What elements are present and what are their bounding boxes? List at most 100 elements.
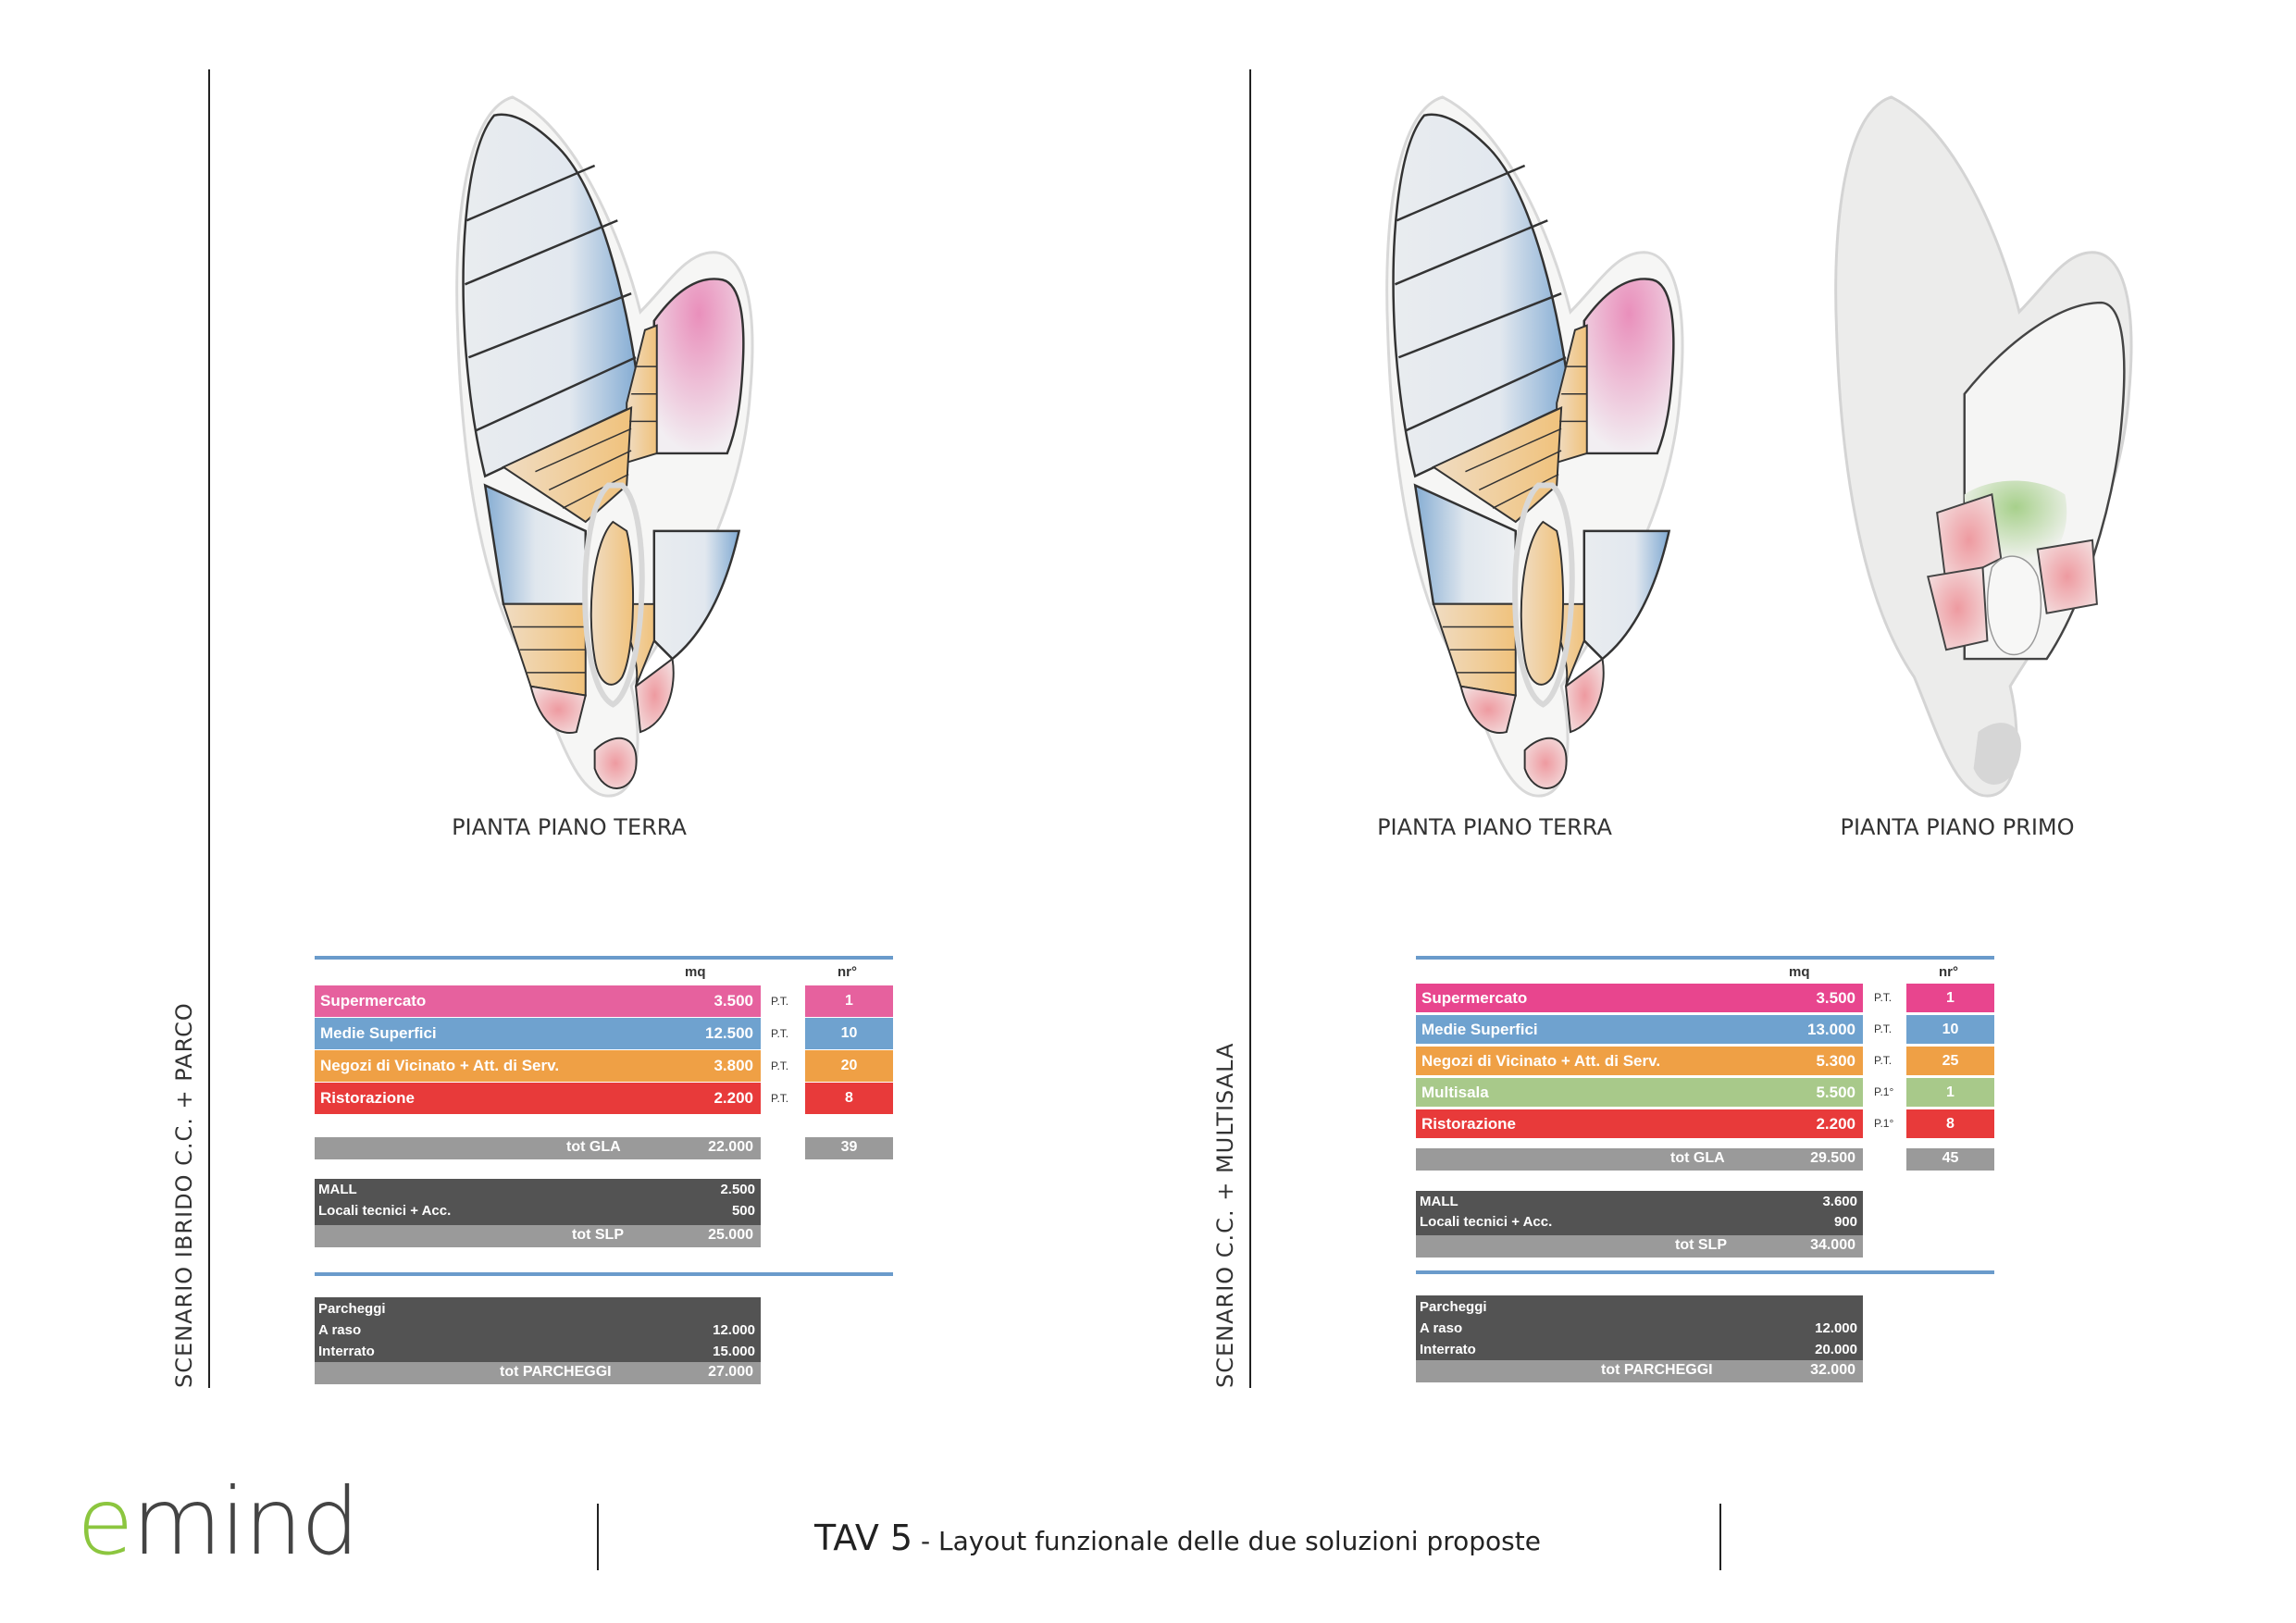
row-level: P.T. [771,1059,789,1072]
plan-ground-floor-scenario-1 [435,93,773,805]
row-nr: 25 [1906,1047,1994,1075]
caption-ground-floor-s2: PIANTA PIANO TERRA [1377,814,1612,840]
tot-parking-bar-s1: tot PARCHEGGI 27.000 [315,1362,761,1384]
tot-gla-label: tot GLA [1670,1150,1725,1166]
parking-line-label: A raso [1420,1320,1463,1336]
parking-line-label: Interrato [318,1344,375,1359]
parking-line-value: 12.000 [713,1322,755,1338]
tot-parking-bar-s2: tot PARCHEGGI 32.000 [1416,1360,1863,1382]
row-label: Negozi di Vicinato + Att. di Serv. [1421,1051,1661,1070]
row-nr: 1 [1906,984,1994,1012]
slp-line-label: Locali tecnici + Acc. [1420,1214,1553,1230]
parking-box-s2: Parcheggi A raso 12.000 Interrato 20.000 [1416,1295,1863,1360]
row-label: Medie Superfici [1421,1020,1538,1038]
tot-gla-bar-s1: tot GLA 22.000 [315,1137,761,1159]
row-level: P.T. [771,995,789,1008]
caption-first-floor-s2: PIANTA PIANO PRIMO [1840,814,2075,840]
row-supermercato-s1: Supermercato 3.500 [315,985,761,1017]
tot-gla-nr-s1: 39 [805,1137,893,1159]
scenario-1-title: SCENARIO IBRIDO C.C. + PARCO [171,1002,197,1388]
tot-slp-bar-s1: tot SLP 25.000 [315,1225,761,1247]
tot-gla-bar-s2: tot GLA 29.500 [1416,1148,1863,1171]
col-header-mq-s2: mq [1789,964,1810,980]
tot-slp-label: tot SLP [572,1227,624,1243]
col-header-nr-s1: nr° [838,964,857,980]
row-nr: 20 [805,1050,893,1082]
tot-slp-bar-s2: tot SLP 34.000 [1416,1235,1863,1258]
caption-ground-floor-s1: PIANTA PIANO TERRA [452,814,687,840]
logo-mind: mind [131,1468,360,1576]
table-top-rule-s1 [315,956,893,960]
tot-parking-value: 27.000 [708,1364,753,1380]
row-nr: 10 [1906,1015,1994,1044]
row-mq: 12.500 [705,1024,753,1042]
row-label: Medie Superfici [320,1024,437,1042]
tot-parking-value: 32.000 [1810,1362,1855,1378]
row-mq: 5.300 [1816,1051,1855,1070]
footer-title: TAV 5 - Layout funzionale delle due solu… [814,1518,1541,1558]
parking-line-label: Parcheggi [318,1301,386,1317]
parking-line-value: 12.000 [1815,1320,1857,1336]
row-nr: 10 [805,1018,893,1049]
row-ristorazione-s2: Ristorazione 2.200 [1416,1109,1863,1138]
footer-divider-right [1719,1504,1721,1570]
row-label: Negozi di Vicinato + Att. di Serv. [320,1057,560,1074]
row-medie-superfici-s1: Medie Superfici 12.500 [315,1018,761,1049]
row-mq: 13.000 [1807,1020,1855,1038]
slp-line-label: MALL [318,1182,357,1197]
row-level: P.1° [1874,1085,1894,1098]
middle-divider-line [1249,69,1251,1388]
slp-box-s1: MALL 2.500 Locali tecnici + Acc. 500 [315,1179,761,1225]
plan-ground-floor-scenario-2 [1365,93,1703,805]
tot-parking-label: tot PARCHEGGI [500,1364,612,1380]
tot-slp-value: 34.000 [1810,1237,1855,1253]
row-level: P.T. [1874,1054,1893,1067]
col-header-nr-s2: nr° [1939,964,1958,980]
col-header-mq-s1: mq [685,964,706,980]
row-multisala-s2: Multisala 5.500 [1416,1078,1863,1107]
tot-gla-nr-s2: 45 [1906,1148,1994,1171]
row-nr: 8 [1906,1109,1994,1138]
parking-line-value: 15.000 [713,1344,755,1359]
slp-box-s2: MALL 3.600 Locali tecnici + Acc. 900 [1416,1191,1863,1235]
slp-line-value: 500 [731,1203,755,1219]
row-negozi-s2: Negozi di Vicinato + Att. di Serv. 5.300 [1416,1047,1863,1075]
row-label: Ristorazione [320,1089,416,1107]
left-divider-line [208,69,210,1388]
row-level: P.T. [1874,991,1893,1004]
tot-gla-value: 29.500 [1810,1150,1855,1166]
row-nr: 1 [805,985,893,1017]
row-nr: 1 [1906,1078,1994,1107]
row-supermercato-s2: Supermercato 3.500 [1416,984,1863,1012]
row-label: Ristorazione [1421,1114,1517,1133]
plan-first-floor-scenario-2 [1834,95,2133,798]
parking-line-label: A raso [318,1322,362,1338]
slp-line-value: 2.500 [720,1182,755,1197]
row-nr: 8 [805,1083,893,1114]
tot-slp-value: 25.000 [708,1227,753,1243]
row-label: Supermercato [320,992,427,1010]
tot-gla-value: 22.000 [708,1139,753,1155]
slp-line-label: MALL [1420,1194,1458,1209]
row-negozi-s1: Negozi di Vicinato + Att. di Serv. 3.800 [315,1050,761,1082]
tav-number: TAV 5 [814,1518,913,1558]
row-label: Supermercato [1421,988,1528,1007]
row-label: Multisala [1421,1083,1489,1101]
row-medie-superfici-s2: Medie Superfici 13.000 [1416,1015,1863,1044]
tav-subtitle: - Layout funzionale delle due soluzioni … [912,1526,1541,1556]
slp-line-label: Locali tecnici + Acc. [318,1203,452,1219]
parking-line-value: 20.000 [1815,1342,1857,1357]
row-level: P.T. [771,1027,789,1040]
row-ristorazione-s1: Ristorazione 2.200 [315,1083,761,1114]
logo-e: e [77,1468,134,1576]
row-mq: 5.500 [1816,1083,1855,1101]
row-level: P.T. [771,1092,789,1105]
parking-line-label: Interrato [1420,1342,1476,1357]
parking-line-label: Parcheggi [1420,1299,1487,1315]
row-mq: 3.500 [1816,988,1855,1007]
row-level: P.1° [1874,1117,1894,1130]
tot-slp-label: tot SLP [1675,1237,1727,1253]
tot-gla-nr-value: 39 [840,1139,858,1155]
row-mq: 3.800 [714,1057,753,1074]
footer-divider-left [597,1504,599,1570]
